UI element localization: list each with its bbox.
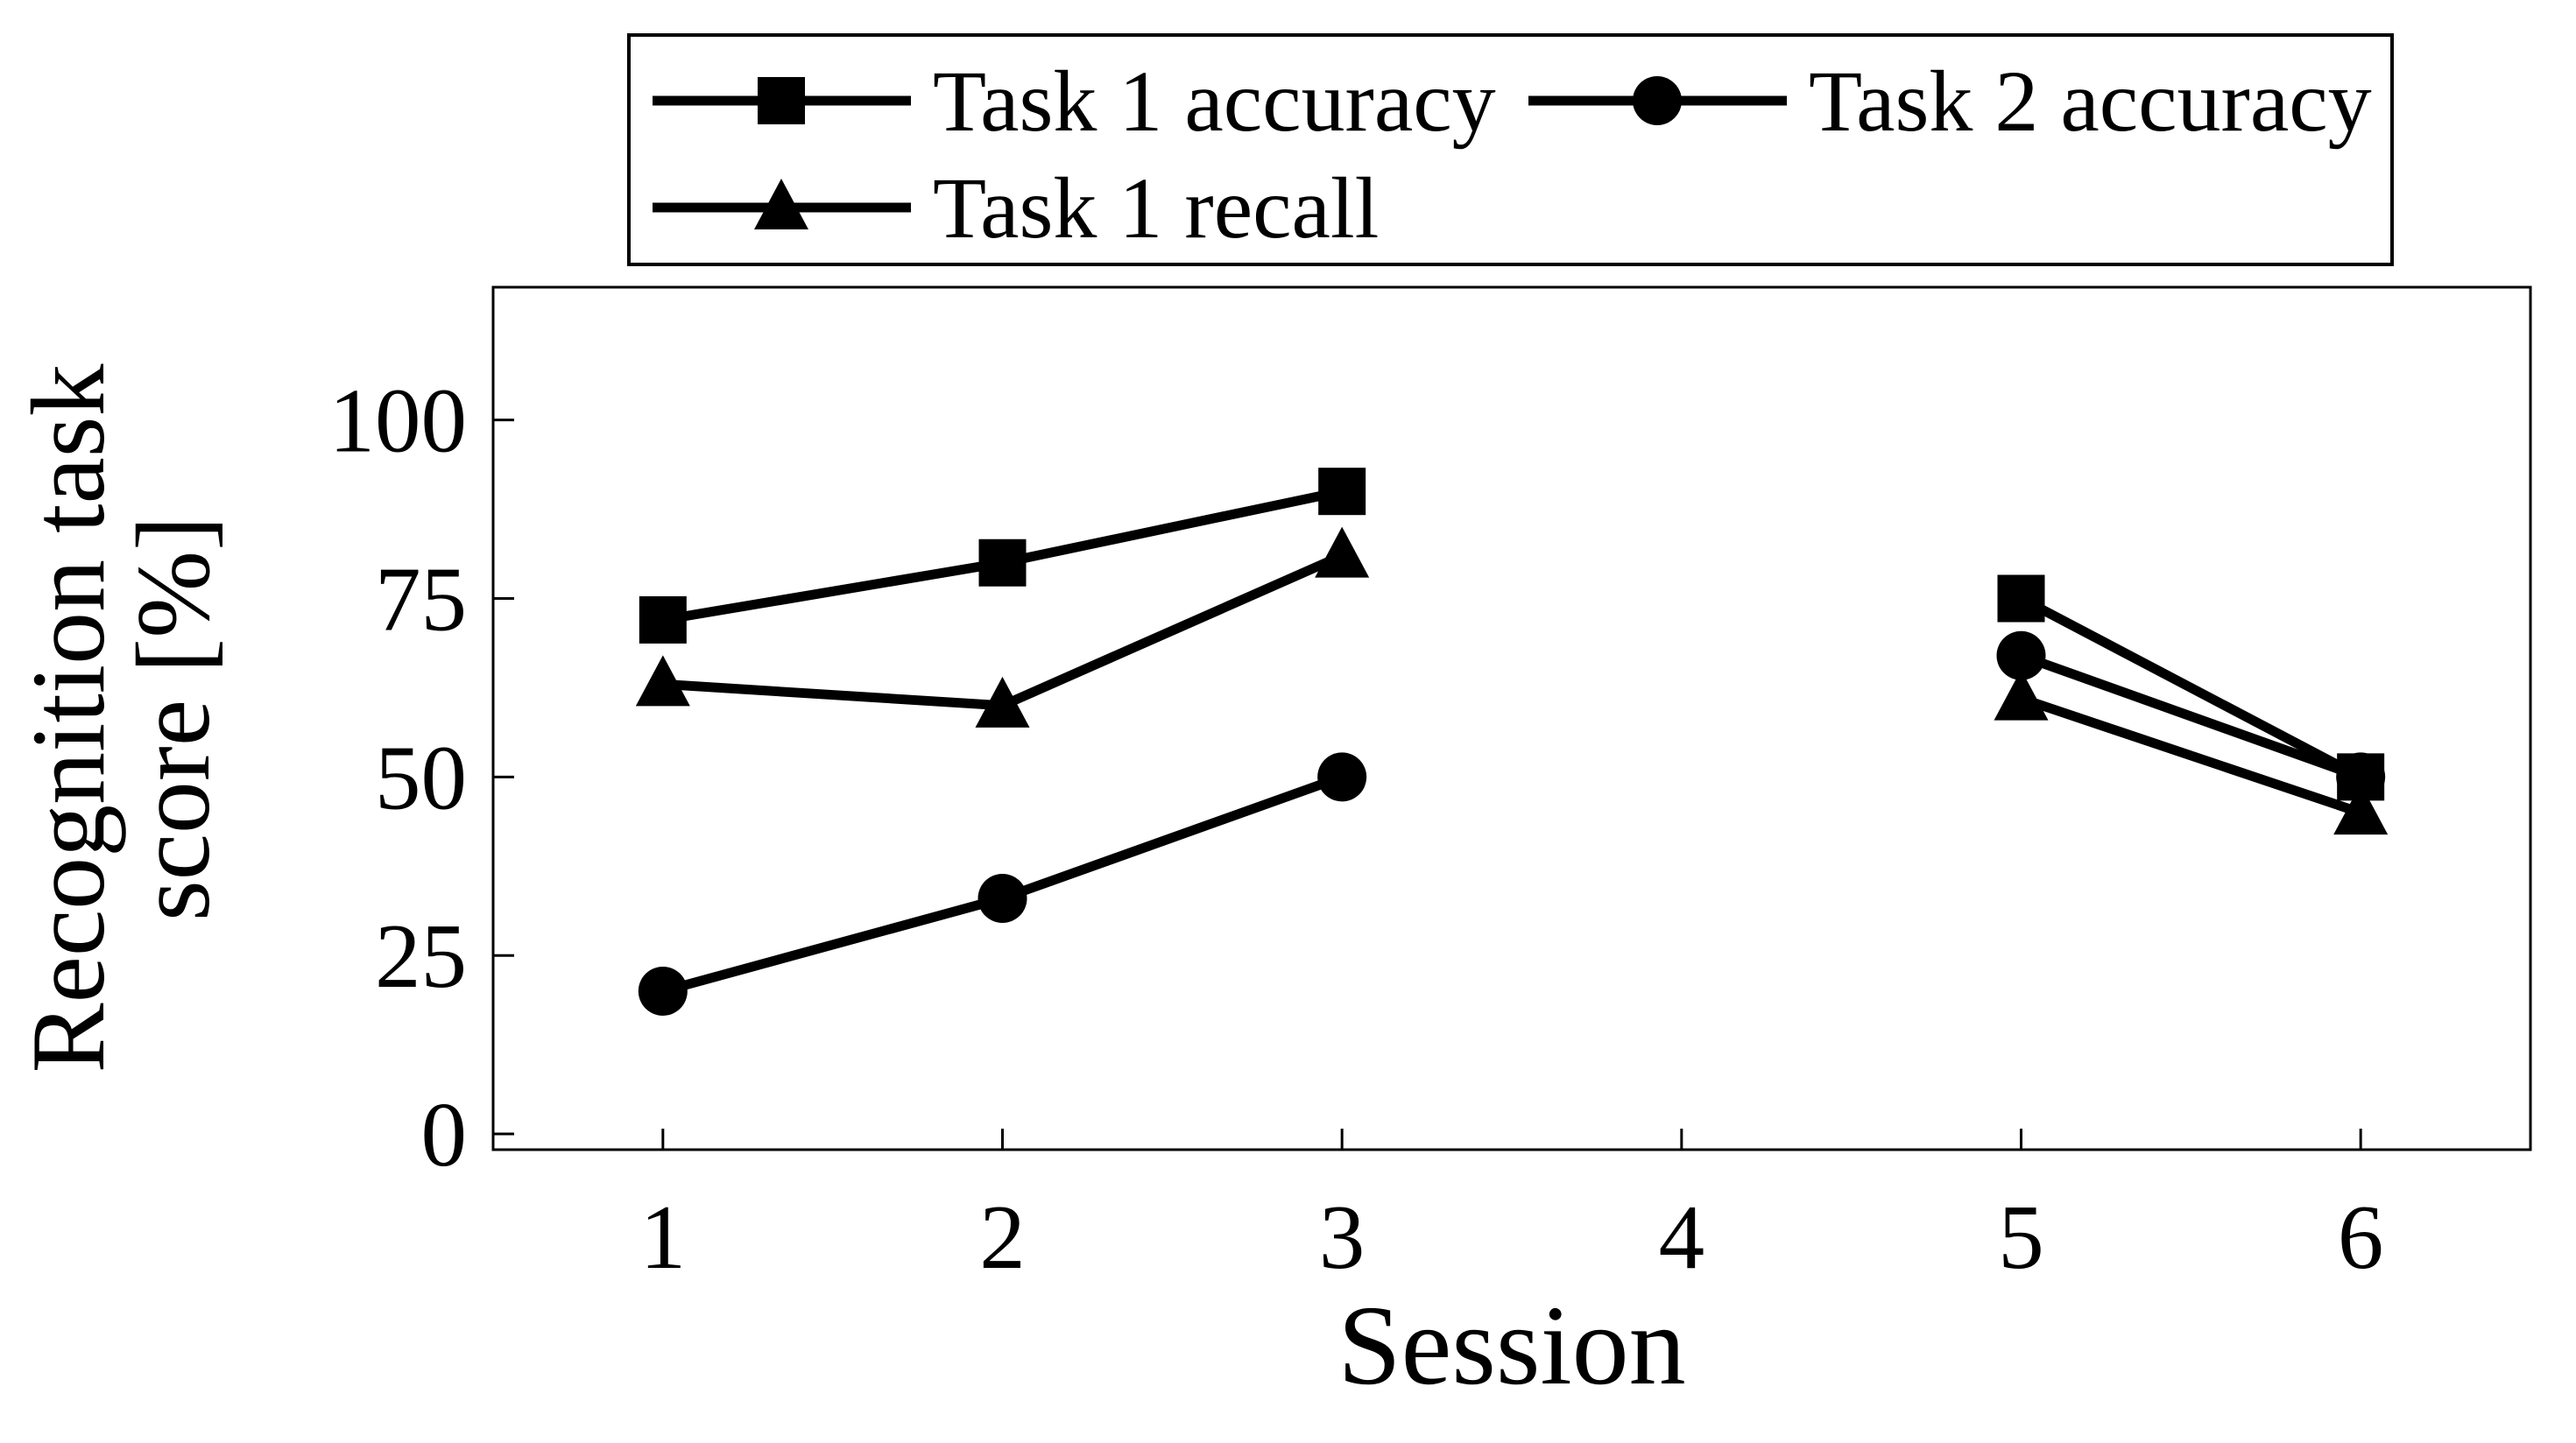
y-axis-label: score [%]	[115, 516, 231, 921]
circle-marker	[2336, 752, 2386, 802]
legend-square-icon	[758, 77, 805, 124]
x-tick-label: 5	[1998, 1186, 2044, 1288]
legend-triangle-icon	[754, 179, 808, 229]
triangle-marker	[1994, 669, 2049, 721]
legend-label: Task 1 accuracy	[933, 53, 1496, 150]
circle-marker	[1996, 630, 2046, 680]
circle-marker	[977, 873, 1027, 923]
circle-marker	[638, 966, 688, 1016]
x-tick-label: 6	[2338, 1186, 2384, 1288]
square-marker	[1318, 468, 1366, 516]
x-tick-label: 4	[1659, 1186, 1705, 1288]
square-marker	[978, 538, 1027, 587]
series-line-3	[2016, 693, 2366, 818]
circle-marker	[1317, 752, 1367, 802]
legend-circle-icon	[1633, 76, 1682, 125]
y-axis-label: Recognition task	[10, 364, 126, 1073]
y-tick-label: 50	[375, 726, 467, 828]
x-tick-label: 2	[979, 1186, 1026, 1288]
square-marker	[1997, 574, 2045, 623]
series-line-1	[2016, 594, 2366, 782]
y-tick-label: 25	[375, 905, 467, 1007]
legend-box	[627, 33, 2394, 266]
series-line-2	[2016, 651, 2366, 782]
square-marker	[639, 595, 687, 644]
legend-label: Task 2 accuracy	[1809, 53, 2372, 150]
y-tick-label: 100	[329, 370, 468, 472]
x-axis-label: Session	[1337, 1283, 1685, 1409]
triangle-marker	[975, 676, 1030, 728]
legend-label: Task 1 recall	[933, 159, 1379, 257]
x-tick-label: 3	[1319, 1186, 1366, 1288]
y-tick-label: 75	[375, 548, 467, 651]
plot-area	[491, 285, 2532, 1151]
triangle-marker	[635, 655, 690, 707]
y-tick-label: 0	[421, 1083, 468, 1186]
triangle-marker	[1315, 526, 1370, 578]
x-tick-label: 1	[640, 1186, 687, 1288]
triangle-marker	[2333, 784, 2389, 835]
